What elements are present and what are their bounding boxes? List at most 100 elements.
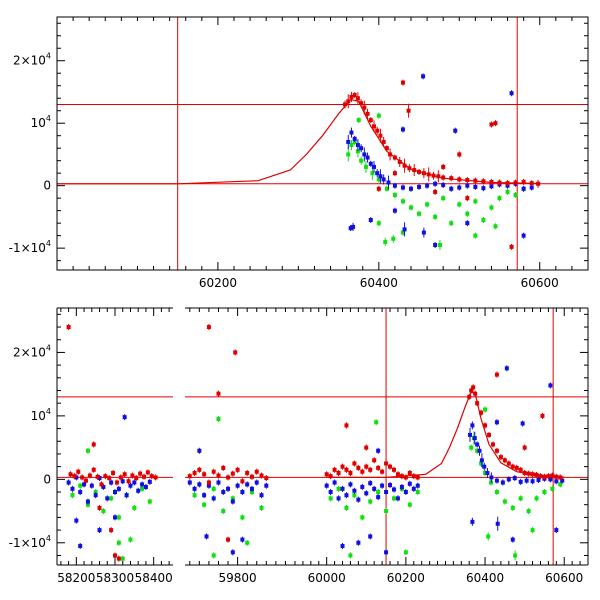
bottom-seg1-point [202, 472, 207, 477]
bottom-seg2-point [348, 482, 353, 487]
bottom-seg2-point [494, 420, 499, 425]
bottom-seg0-point [147, 479, 152, 484]
bottom-seg1-point [240, 537, 245, 542]
bottom-seg1-point [226, 486, 231, 491]
top-point [489, 205, 494, 210]
top-frame [56, 16, 589, 271]
top-point [457, 185, 462, 190]
bottom-ytick-label: 2×104 [13, 343, 51, 359]
bottom-seg1-point [259, 493, 264, 498]
top-point [359, 146, 364, 151]
bottom-seg2-point [518, 467, 523, 472]
bottom-seg0-point [122, 415, 127, 420]
top-point [392, 193, 397, 198]
top-point [381, 177, 386, 182]
bottom-seg0-point [93, 490, 98, 495]
bottom-seg1-point [259, 505, 264, 510]
top-point [441, 196, 446, 201]
top-point [433, 214, 438, 219]
bottom-seg0-point [120, 556, 125, 561]
bottom-seg2-series-0 [328, 406, 563, 561]
top-ytick-label: 104 [31, 114, 51, 130]
top-point [457, 177, 462, 182]
top-point [400, 199, 405, 204]
bottom-seg1-series-2 [187, 324, 269, 543]
bottom-seg2-point [328, 490, 333, 495]
top-point [400, 80, 405, 85]
bottom-seg0-point [107, 476, 112, 481]
bottom-seg2-point [407, 481, 412, 486]
bottom-seg1-point [216, 391, 221, 396]
bottom-seg2-point [483, 407, 488, 412]
top-point [509, 244, 514, 249]
bottom-segment-0 [57, 324, 173, 562]
bottom-seg1-point [197, 482, 202, 487]
bottom-seg2-point [494, 372, 499, 377]
bottom-seg0-point [130, 473, 135, 478]
bottom-seg0-point [113, 553, 117, 558]
bottom-seg0-point [109, 496, 114, 501]
bottom-seg0-series-2 [66, 324, 158, 562]
top-point [383, 239, 388, 244]
bottom-seg2-point [494, 490, 499, 495]
bottom-seg2-point [399, 484, 404, 489]
top-point [473, 178, 478, 183]
bottom-model-curve [326, 390, 565, 478]
top-point [441, 164, 446, 169]
bottom-seg2-point [376, 465, 381, 470]
bottom-seg0-point [113, 490, 117, 495]
bottom-seg1-point [197, 448, 202, 453]
bottom-seg2-point [530, 472, 535, 477]
bottom-seg1-point [245, 482, 250, 487]
bottom-seg2-point [510, 505, 515, 510]
bottom-seg2-point [364, 445, 369, 450]
bottom-seg1-point [240, 490, 245, 495]
bottom-seg2-point [380, 469, 385, 474]
top-point [436, 174, 441, 179]
bottom-seg2-point [534, 496, 539, 501]
top-point [493, 121, 498, 126]
bottom-seg0-point [99, 482, 104, 487]
bottom-seg2-point [560, 478, 565, 483]
bottom-seg2-point [504, 366, 509, 371]
top-point [359, 101, 364, 106]
top-point [375, 128, 380, 133]
top-point [388, 152, 393, 157]
bottom-seg2-series-2 [324, 371, 563, 481]
bottom-seg0-point [122, 472, 127, 477]
top-point [489, 179, 494, 184]
bottom-seg2-point [384, 550, 389, 555]
bottom-seg2-point [344, 493, 349, 498]
bottom-seg1-point [206, 483, 211, 488]
bottom-seg2-point [368, 534, 373, 539]
top-point [521, 233, 526, 238]
top-point [349, 94, 354, 99]
top-point [505, 181, 510, 186]
top-point [384, 186, 389, 191]
bottom-seg2-point [372, 458, 377, 463]
bottom-seg2-point [415, 483, 420, 488]
bottom-seg2-point [344, 423, 349, 428]
bottom-seg2-point [487, 432, 492, 437]
top-point [409, 205, 413, 210]
bottom-seg0-point [134, 476, 139, 481]
top-point [351, 224, 356, 229]
bottom-seg2-point [336, 486, 341, 491]
bottom-seg2-point [348, 470, 353, 475]
bottom-seg2-point [558, 482, 563, 487]
bottom-seg2-point [550, 473, 555, 478]
bottom-seg0-point [85, 448, 90, 453]
bottom-seg2-point [360, 515, 365, 520]
bottom-seg0-point [126, 479, 131, 484]
bottom-seg1-point [249, 474, 254, 479]
bottom-seg2-point [483, 470, 488, 475]
bottom-seg2-point [470, 423, 475, 428]
top-point [368, 161, 373, 166]
bottom-seg0-point [78, 543, 83, 548]
bottom-seg2-point [348, 553, 353, 558]
bottom-seg2-point [395, 496, 400, 501]
top-point [441, 183, 446, 188]
bottom-seg2-point [407, 470, 412, 475]
top-point [473, 233, 478, 238]
top-point [376, 221, 381, 226]
